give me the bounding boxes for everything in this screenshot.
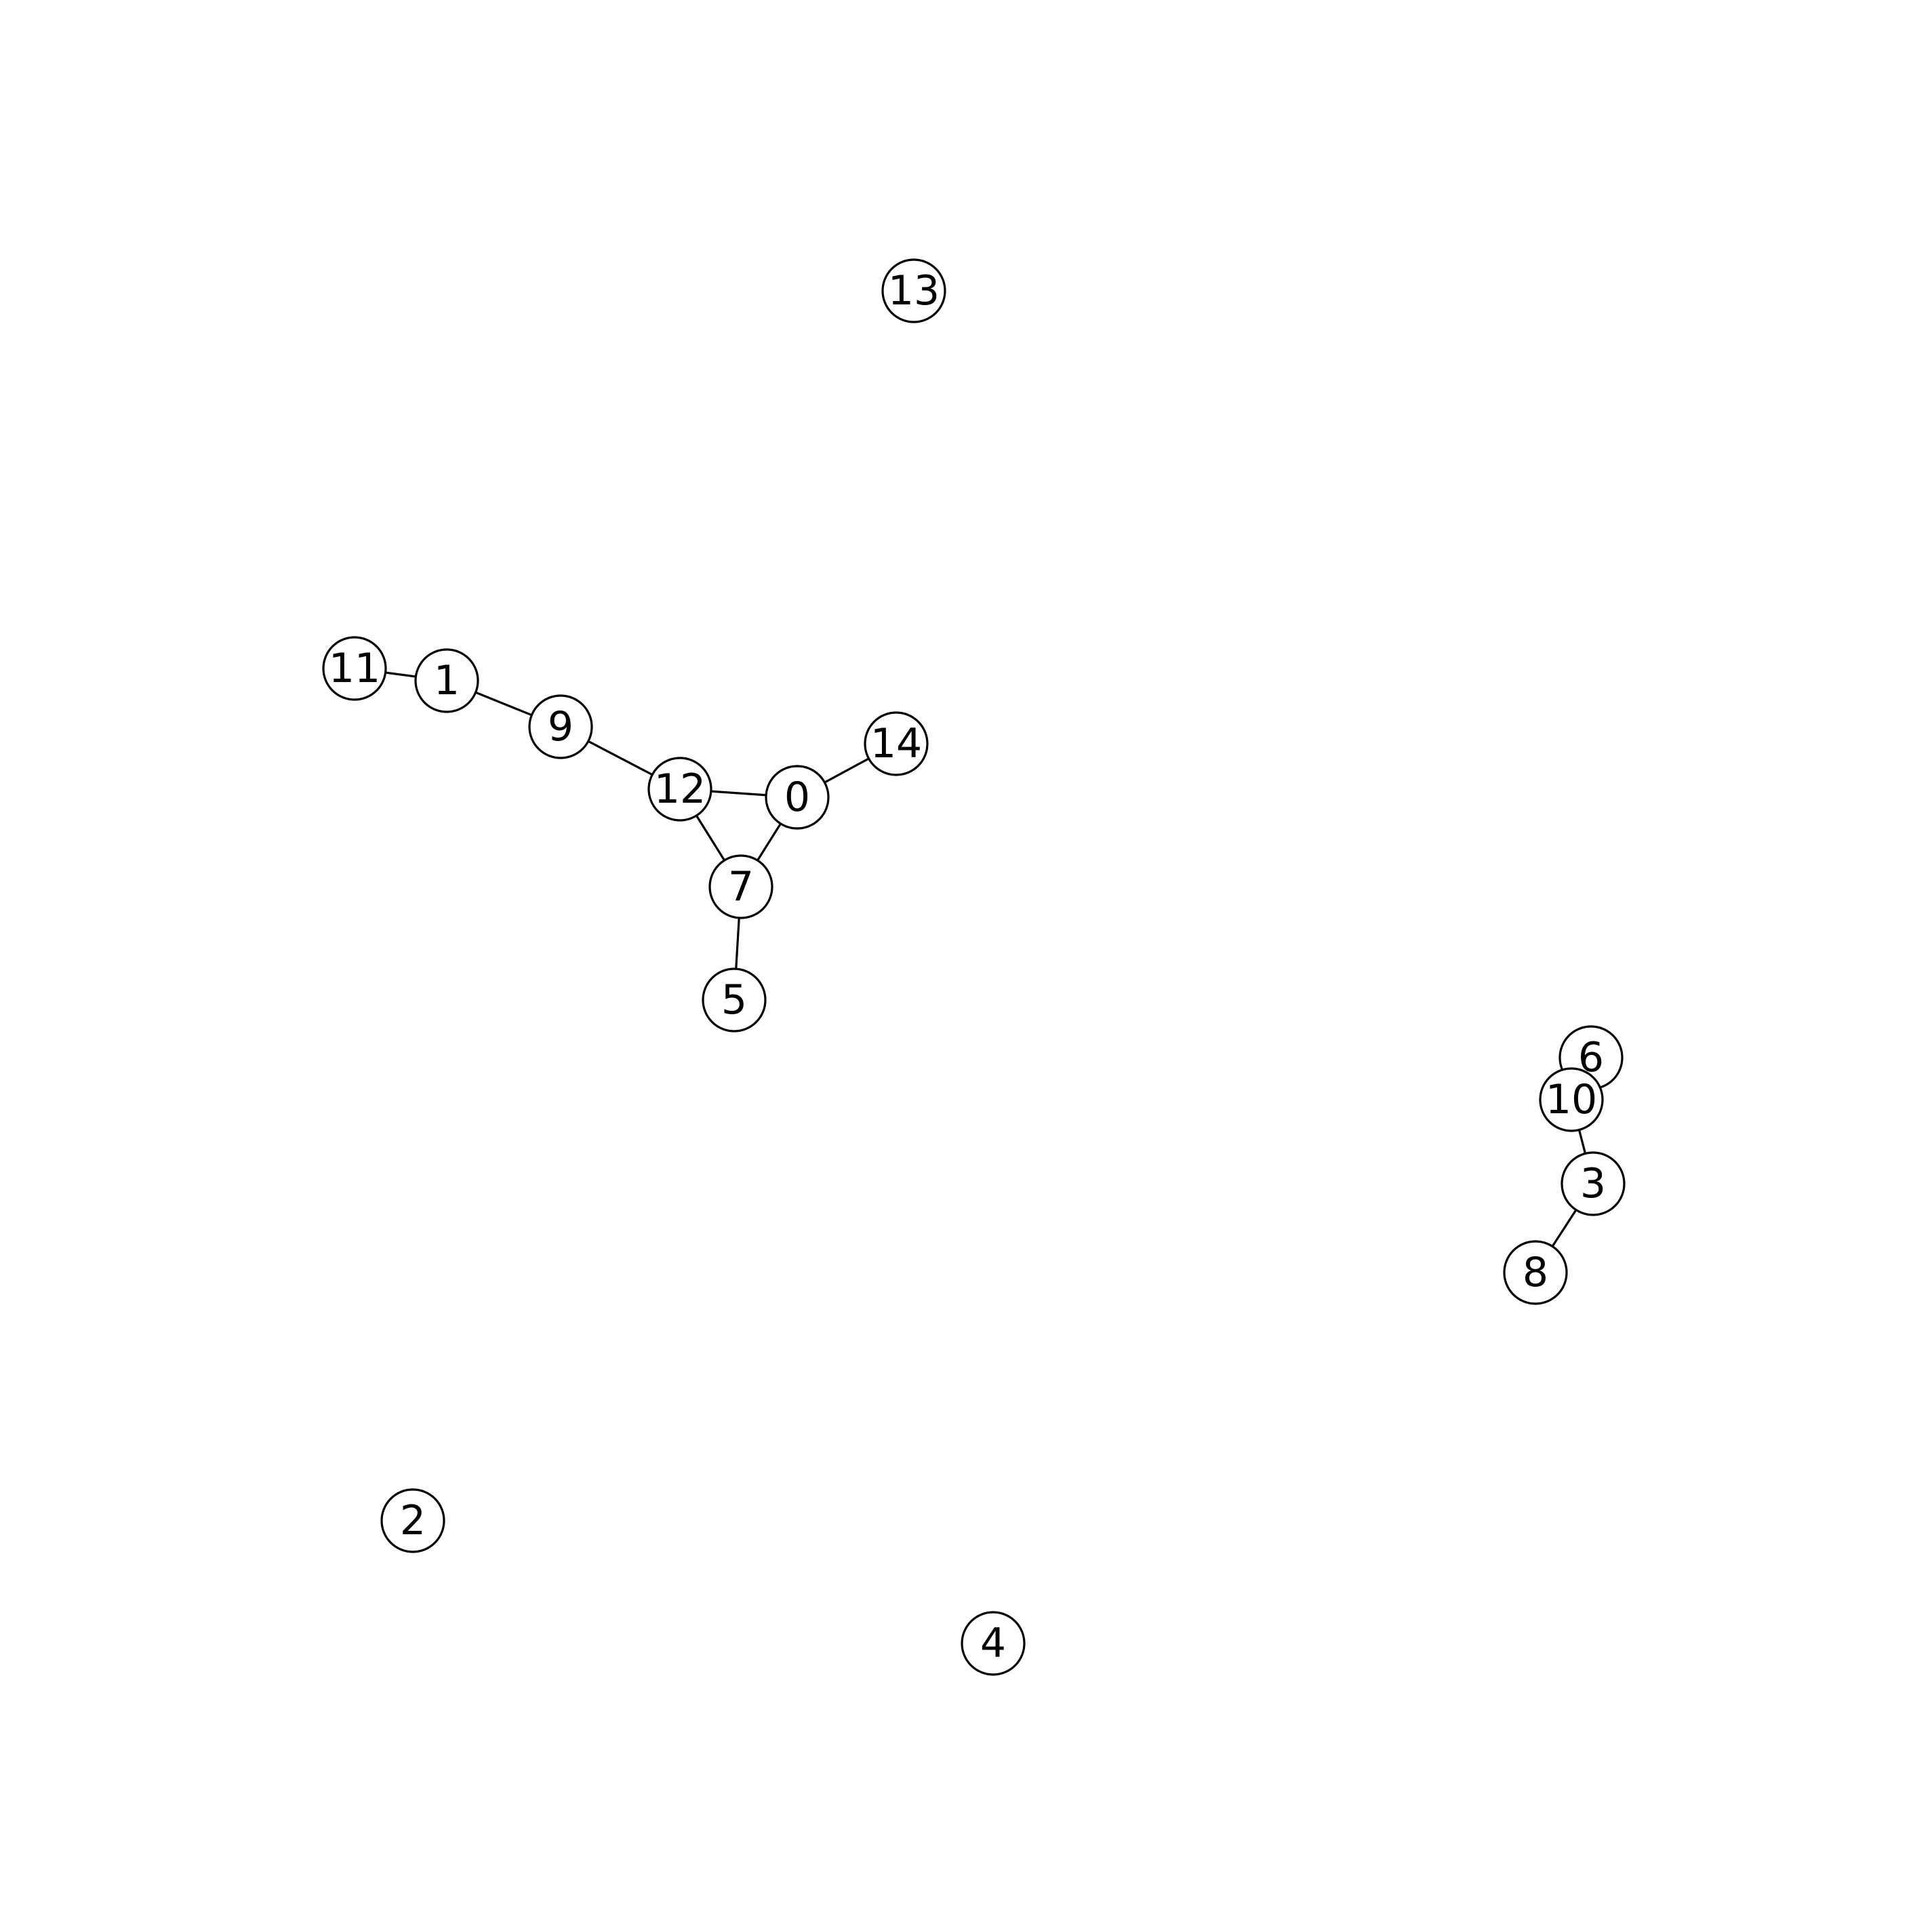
node-circle — [1539, 1067, 1604, 1132]
node-circle — [528, 694, 593, 759]
node-circle — [961, 1611, 1026, 1676]
node-11: 11 — [322, 636, 387, 701]
node-label: 11 — [329, 645, 380, 692]
node-circle — [647, 757, 712, 822]
edges-layer — [354, 667, 1594, 1273]
node-circle — [881, 258, 946, 323]
node-label: 10 — [1546, 1076, 1597, 1123]
node-13: 13 — [881, 258, 946, 323]
node-label: 9 — [548, 703, 573, 751]
node-label: 13 — [888, 267, 940, 315]
node-4: 4 — [961, 1611, 1026, 1676]
node-8: 8 — [1503, 1240, 1568, 1305]
node-9: 9 — [528, 694, 593, 759]
node-7: 7 — [708, 854, 773, 919]
node-circle — [702, 967, 767, 1033]
node-label: 7 — [728, 863, 754, 911]
node-circle — [380, 1488, 445, 1553]
node-label: 4 — [980, 1620, 1006, 1667]
node-label: 12 — [654, 765, 706, 813]
node-label: 2 — [400, 1497, 426, 1544]
node-circle — [765, 765, 830, 830]
node-14: 14 — [864, 711, 929, 776]
node-label: 14 — [870, 720, 922, 767]
node-2: 2 — [380, 1488, 445, 1553]
node-0: 0 — [765, 765, 830, 830]
node-label: 8 — [1523, 1249, 1548, 1296]
node-10: 10 — [1539, 1067, 1604, 1132]
node-circle — [1503, 1240, 1568, 1305]
node-12: 12 — [647, 757, 712, 822]
node-1: 1 — [414, 648, 479, 713]
node-circle — [414, 648, 479, 713]
node-circle — [864, 711, 929, 776]
node-5: 5 — [702, 967, 767, 1033]
node-circle — [1561, 1151, 1626, 1216]
node-label: 5 — [721, 976, 747, 1024]
node-label: 0 — [784, 774, 810, 821]
node-circle — [322, 636, 387, 701]
node-label: 1 — [434, 657, 460, 704]
node-circle — [708, 854, 773, 919]
node-3: 3 — [1561, 1151, 1626, 1216]
node-label: 3 — [1580, 1160, 1606, 1207]
